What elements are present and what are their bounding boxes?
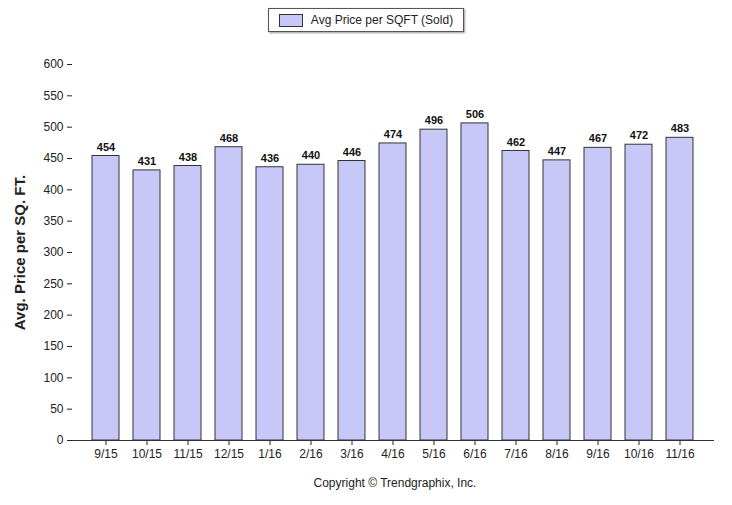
- svg-text:11/15: 11/15: [173, 447, 202, 461]
- svg-text:468: 468: [220, 132, 238, 144]
- svg-text:250: 250: [43, 277, 63, 291]
- svg-text:446: 446: [343, 146, 361, 158]
- svg-text:438: 438: [179, 151, 197, 163]
- svg-text:150: 150: [43, 339, 63, 353]
- svg-text:496: 496: [425, 114, 443, 126]
- svg-text:5/16: 5/16: [422, 447, 446, 461]
- svg-text:100: 100: [43, 371, 63, 385]
- svg-text:0: 0: [57, 433, 64, 447]
- svg-text:1/16: 1/16: [258, 447, 282, 461]
- svg-text:350: 350: [43, 214, 63, 228]
- html-text:Copyright © Trendgraphix, Inc.: Copyright © Trendgraphix, Inc.: [313, 476, 477, 490]
- svg-text:454: 454: [97, 141, 116, 153]
- svg-text:6/16: 6/16: [463, 447, 487, 461]
- svg-text:9/15: 9/15: [94, 447, 118, 461]
- svg-text:Avg. Price per SQ. FT.: Avg. Price per SQ. FT.: [11, 175, 28, 330]
- svg-text:431: 431: [138, 155, 156, 167]
- svg-text:200: 200: [43, 308, 63, 322]
- svg-text:11/16: 11/16: [665, 447, 694, 461]
- svg-text:483: 483: [671, 122, 689, 134]
- svg-text:450: 450: [43, 151, 63, 165]
- svg-text:467: 467: [589, 132, 607, 144]
- html-text:Avg Price per SQFT (Sold): Avg Price per SQFT (Sold): [310, 13, 454, 27]
- svg-text:12/15: 12/15: [214, 447, 244, 461]
- svg-text:10/15: 10/15: [132, 447, 162, 461]
- svg-text:4/16: 4/16: [381, 447, 405, 461]
- svg-text:300: 300: [43, 245, 63, 259]
- svg-text:440: 440: [302, 149, 320, 161]
- svg-text:500: 500: [43, 120, 63, 134]
- svg-text:506: 506: [466, 108, 484, 120]
- svg-text:3/16: 3/16: [340, 447, 364, 461]
- svg-text:9/16: 9/16: [586, 447, 610, 461]
- svg-text:550: 550: [43, 89, 63, 103]
- svg-text:50: 50: [50, 402, 64, 416]
- svg-text:447: 447: [548, 145, 566, 157]
- svg-text:474: 474: [384, 128, 403, 140]
- svg-text:8/16: 8/16: [545, 447, 569, 461]
- svg-text:7/16: 7/16: [504, 447, 528, 461]
- svg-text:600: 600: [43, 57, 63, 71]
- svg-text:462: 462: [507, 136, 525, 148]
- svg-text:2/16: 2/16: [299, 447, 323, 461]
- svg-text:400: 400: [43, 183, 63, 197]
- svg-text:10/16: 10/16: [624, 447, 654, 461]
- svg-text:436: 436: [261, 152, 279, 164]
- svg-text:472: 472: [630, 129, 648, 141]
